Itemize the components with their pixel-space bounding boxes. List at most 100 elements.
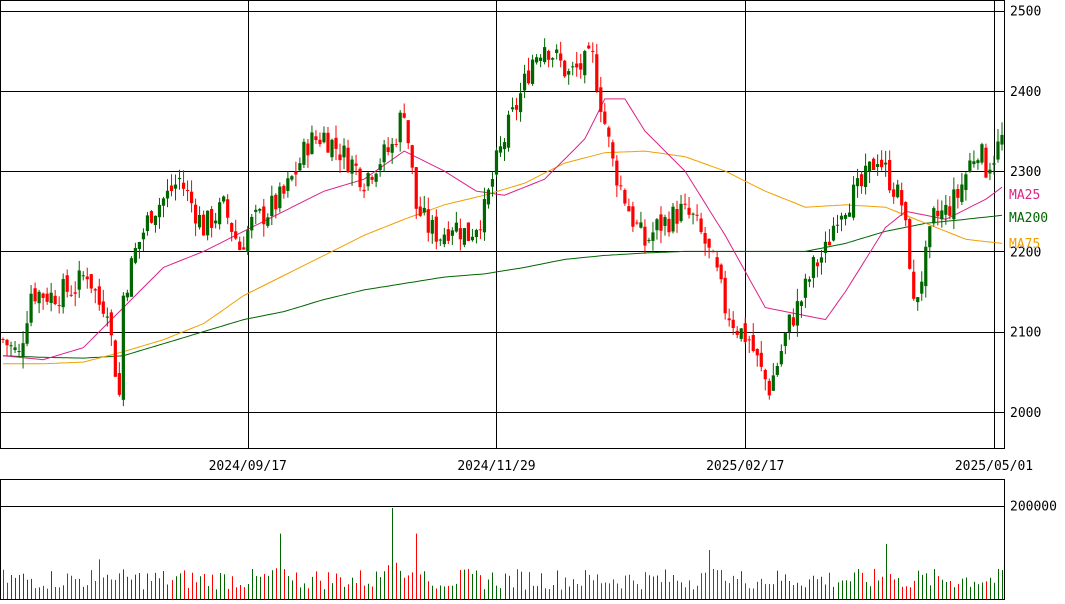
candle-body bbox=[153, 215, 158, 225]
candle-body bbox=[763, 369, 767, 380]
candle-body bbox=[310, 132, 314, 155]
candle-body bbox=[17, 351, 21, 353]
candle-body bbox=[306, 143, 310, 156]
candle-body bbox=[567, 71, 571, 75]
candle-body bbox=[169, 185, 174, 191]
candle-body bbox=[607, 127, 611, 137]
candle-body bbox=[85, 276, 89, 280]
candle-body bbox=[551, 58, 555, 60]
candle-body bbox=[238, 241, 242, 250]
candle-body bbox=[759, 352, 763, 367]
candle-body bbox=[278, 186, 282, 209]
candle-body bbox=[671, 206, 675, 232]
candle-body bbox=[831, 225, 836, 241]
candle-body bbox=[318, 139, 322, 145]
candle-body bbox=[727, 318, 731, 321]
candle-body bbox=[77, 270, 81, 290]
price-tick-label: 2200 bbox=[1010, 245, 1041, 260]
candle-body bbox=[928, 226, 932, 248]
candle-body bbox=[181, 182, 186, 189]
candle-body bbox=[639, 222, 643, 228]
ma25-line bbox=[2, 98, 1003, 361]
candle-body bbox=[815, 262, 820, 267]
candle-body bbox=[896, 184, 900, 198]
candle-body bbox=[583, 51, 587, 76]
candle-body bbox=[197, 214, 202, 228]
candle-body bbox=[679, 203, 683, 222]
candle-body bbox=[555, 49, 559, 54]
candle-body bbox=[218, 202, 222, 225]
candle-body bbox=[691, 213, 695, 215]
candle-body bbox=[743, 323, 747, 342]
candle-body bbox=[751, 334, 755, 351]
candle-body bbox=[956, 189, 960, 198]
candle-body bbox=[872, 158, 876, 171]
candle-body bbox=[165, 190, 170, 199]
candle-body bbox=[490, 179, 495, 187]
candle-body bbox=[547, 50, 551, 60]
candle-body bbox=[859, 174, 864, 187]
ma75-legend-label: MA75 bbox=[1009, 237, 1040, 252]
candle-body bbox=[446, 229, 450, 241]
candle-body bbox=[771, 375, 775, 391]
candle-body bbox=[290, 176, 294, 180]
legend: MA25 MA200 MA75 bbox=[1009, 188, 1048, 252]
candle-body bbox=[89, 274, 93, 289]
candle-body bbox=[944, 204, 948, 215]
candle-body bbox=[904, 202, 908, 221]
grid-lines bbox=[1, 1, 1004, 507]
candle-body bbox=[851, 184, 856, 218]
candle-body bbox=[735, 330, 739, 335]
candle-body bbox=[149, 211, 154, 223]
candle-body bbox=[888, 159, 892, 191]
candle-body bbox=[109, 312, 113, 336]
price-panel bbox=[0, 0, 1005, 449]
candle-body bbox=[442, 234, 446, 245]
date-tick-label: 2024/11/29 bbox=[457, 459, 535, 474]
candle-body bbox=[579, 63, 583, 70]
candle-body bbox=[370, 177, 374, 180]
candle-body bbox=[422, 207, 426, 213]
candle-body bbox=[787, 314, 791, 332]
candle-body bbox=[322, 132, 326, 143]
candle-body bbox=[125, 292, 129, 298]
candle-body bbox=[715, 257, 719, 268]
candle-body bbox=[534, 57, 539, 63]
candle-body bbox=[286, 178, 290, 191]
candle-body bbox=[847, 212, 852, 217]
candle-body bbox=[655, 219, 659, 231]
candle-body bbox=[543, 47, 547, 63]
ma25-legend-label: MA25 bbox=[1009, 188, 1040, 203]
candle-body bbox=[45, 293, 49, 302]
candle-body bbox=[631, 206, 635, 227]
candle-body bbox=[514, 105, 519, 110]
candle-body bbox=[651, 232, 655, 241]
candle-body bbox=[189, 191, 194, 204]
candle-body bbox=[338, 154, 342, 161]
candle-body bbox=[711, 251, 715, 253]
candle-body bbox=[522, 73, 527, 91]
date-tick-label: 2025/02/17 bbox=[706, 459, 784, 474]
candle-body bbox=[723, 277, 727, 314]
candle-body bbox=[603, 111, 607, 124]
date-tick-label: 2025/05/01 bbox=[955, 459, 1033, 474]
candle-body bbox=[976, 160, 980, 164]
axis-labels: 2000 2100 2200 2300 2400 2500 2024/09/17 2024/1… bbox=[209, 5, 1057, 515]
candle-body bbox=[262, 206, 266, 225]
candle-body bbox=[450, 230, 454, 236]
candle-body bbox=[458, 228, 462, 240]
candle-body bbox=[230, 223, 234, 232]
candle-body bbox=[683, 203, 687, 205]
candle-body bbox=[498, 146, 503, 153]
candle-body bbox=[783, 333, 787, 347]
candle-body bbox=[266, 217, 270, 226]
candle-body bbox=[972, 161, 976, 165]
candle-body bbox=[960, 184, 964, 202]
candle-body bbox=[234, 231, 238, 239]
candle-body bbox=[454, 222, 458, 232]
date-tick-label: 2024/09/17 bbox=[209, 459, 287, 474]
candle-body bbox=[571, 66, 575, 68]
candle-body bbox=[21, 343, 25, 357]
candle-body bbox=[129, 258, 133, 297]
candle-body bbox=[314, 136, 318, 141]
